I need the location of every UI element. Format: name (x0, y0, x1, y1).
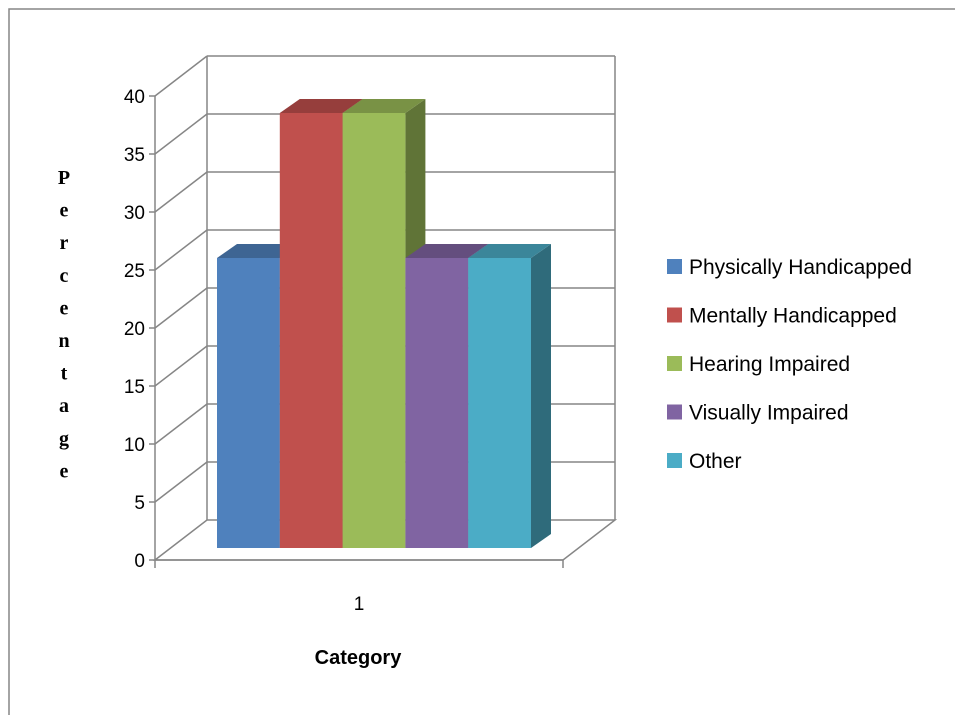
y-tick-label: 40 (124, 87, 145, 108)
gridline-diagonal (154, 403, 208, 445)
bars (217, 99, 551, 548)
legend-label: Other (689, 450, 742, 473)
bar-front (468, 258, 531, 548)
bar-other (468, 244, 551, 548)
legend: Physically Handicapped Mentally Handicapp… (667, 256, 912, 473)
bar-top (405, 244, 489, 258)
y-axis-label-letter: c (60, 265, 69, 287)
legend-item: Visually Impaired (667, 402, 849, 425)
y-axis-label-letter: a (59, 395, 69, 417)
legend-label: Mentally Handicapped (689, 305, 897, 328)
x-tick-labels: 1 (354, 594, 365, 615)
y-axis-label-letter: t (61, 363, 68, 385)
legend-label: Hearing Impaired (689, 353, 850, 376)
bar-top (279, 99, 363, 113)
legend-swatch (667, 404, 682, 420)
bar-top (342, 99, 426, 113)
y-axis-label-letter: r (60, 232, 69, 254)
y-tick-label: 5 (134, 493, 145, 514)
legend-swatch (667, 307, 682, 323)
y-tick-label: 20 (124, 319, 145, 340)
bar-front (342, 113, 406, 548)
legend-item: Hearing Impaired (667, 353, 850, 376)
gridline-diagonal (154, 229, 208, 271)
gridline-diagonal (154, 113, 208, 155)
y-axis-label-letter: n (58, 330, 69, 352)
gridline-diagonal (154, 55, 208, 97)
x-axis-label: Category (315, 647, 403, 669)
y-axis-label-letter: g (59, 428, 69, 450)
y-tick-label: 25 (124, 261, 145, 282)
legend-item: Mentally Handicapped (667, 305, 897, 328)
y-tick-labels: 0 5 10 15 20 25 30 35 40 (124, 87, 145, 572)
y-tick-label: 35 (124, 145, 145, 166)
y-axis-label-letter: e (60, 200, 69, 222)
y-tick-label: 30 (124, 203, 145, 224)
legend-swatch (667, 356, 682, 371)
bar-side (531, 244, 551, 548)
legend-item: Physically Handicapped (667, 256, 912, 279)
legend-label: Physically Handicapped (689, 256, 912, 279)
bar-front (405, 258, 469, 548)
gridline-diagonal (154, 345, 208, 387)
y-axis-label-letter: e (60, 297, 69, 319)
gridline-diagonal (154, 461, 208, 503)
legend-swatch (667, 453, 682, 468)
bar-top (217, 244, 300, 258)
bar-front (217, 258, 280, 548)
y-tick-label: 15 (124, 377, 145, 398)
gridline-diagonal (154, 171, 208, 213)
legend-item: Other (667, 450, 742, 473)
y-axis-label-letter: P (58, 167, 70, 189)
y-tick-label: 0 (134, 551, 145, 572)
legend-label: Visually Impaired (689, 402, 849, 425)
y-tick-label: 10 (124, 435, 145, 456)
y-axis-label-letter: e (60, 460, 69, 482)
bar-front (279, 113, 343, 548)
bar-top (468, 244, 551, 258)
x-tick-label: 1 (354, 594, 365, 615)
axes (149, 56, 616, 568)
legend-swatch (667, 259, 682, 274)
gridline-diagonal (154, 287, 208, 329)
